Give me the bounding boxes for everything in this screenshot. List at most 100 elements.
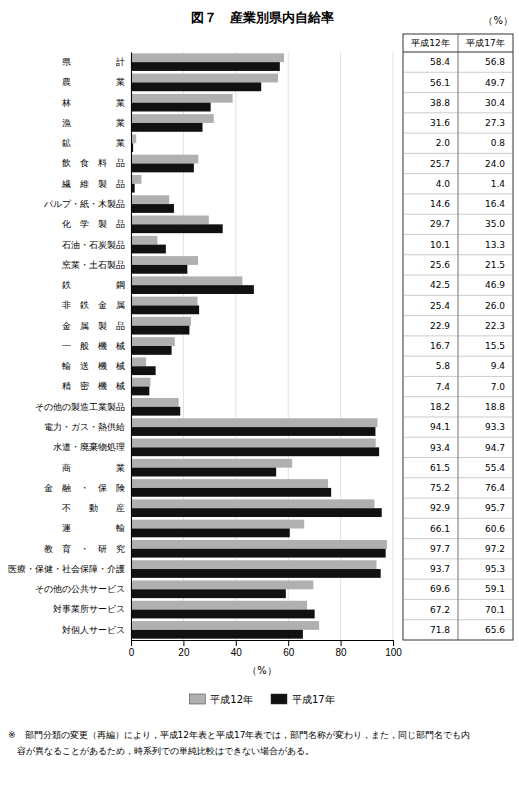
data-label: 1.4 bbox=[491, 179, 506, 189]
x-axis-title: （%） bbox=[247, 665, 277, 676]
data-label: 22.3 bbox=[485, 321, 505, 331]
data-label: 4.0 bbox=[436, 179, 451, 189]
bar bbox=[131, 407, 180, 416]
x-tick: 40 bbox=[231, 640, 243, 658]
bar bbox=[131, 326, 189, 335]
data-label: 13.3 bbox=[485, 240, 505, 250]
table-row-separator bbox=[403, 153, 513, 154]
table-row-separator bbox=[403, 173, 513, 174]
table-border bbox=[403, 34, 513, 640]
bar bbox=[131, 540, 387, 549]
bar bbox=[131, 317, 191, 326]
data-label: 93.3 bbox=[485, 422, 505, 432]
data-label: 16.4 bbox=[485, 199, 505, 209]
table-row-separator bbox=[403, 112, 513, 113]
x-tick-mark bbox=[236, 640, 237, 646]
table-row-separator bbox=[403, 558, 513, 559]
category-label: 運 輸 bbox=[62, 523, 125, 533]
value-table: 平成12年58.456.138.831.62.025.74.014.629.71… bbox=[403, 34, 513, 640]
data-label: 38.8 bbox=[430, 98, 450, 108]
data-label: 24.0 bbox=[485, 159, 505, 169]
data-label: 30.4 bbox=[485, 98, 505, 108]
table-row-separator bbox=[403, 619, 513, 620]
x-axis: 020406080100 bbox=[129, 640, 403, 658]
bar bbox=[131, 610, 315, 619]
bar bbox=[131, 62, 280, 71]
table-header: 平成12年 bbox=[411, 38, 449, 48]
category-label: 輸 送 機 械 bbox=[62, 361, 125, 371]
table-row-separator bbox=[403, 254, 513, 255]
data-label: 5.8 bbox=[436, 361, 451, 371]
table-header: 平成17年 bbox=[466, 38, 504, 48]
x-tick-label: 0 bbox=[129, 647, 135, 658]
data-label: 97.2 bbox=[485, 544, 505, 554]
y-tick: 非 鉄 金 属 bbox=[62, 300, 131, 310]
data-label: 25.7 bbox=[430, 159, 450, 169]
x-tick-label: 60 bbox=[283, 647, 295, 658]
table-row-separator bbox=[403, 396, 513, 397]
data-label: 65.6 bbox=[485, 625, 505, 635]
table-row-separator bbox=[403, 457, 513, 458]
data-label: 14.6 bbox=[430, 199, 450, 209]
data-label: 67.2 bbox=[430, 605, 450, 615]
category-label: 金 融 ・ 保 険 bbox=[44, 483, 125, 493]
table-row-separator bbox=[403, 72, 513, 73]
bar bbox=[131, 528, 290, 537]
category-label: 金 属 製 品 bbox=[62, 321, 125, 331]
category-label: 対事業所サービス bbox=[53, 604, 125, 614]
category-label: 一 般 機 械 bbox=[62, 341, 125, 351]
bar bbox=[131, 305, 199, 314]
y-tick: 輸 送 機 械 bbox=[62, 361, 131, 371]
x-tick-label: 20 bbox=[178, 647, 190, 658]
category-label: その他の公共サービス bbox=[35, 584, 125, 594]
y-tick: 鉄 鋼 bbox=[62, 280, 131, 290]
bar bbox=[131, 387, 149, 396]
legend: 平成12年平成17年 bbox=[189, 694, 334, 705]
bar bbox=[131, 256, 198, 265]
category-label: 商 業 bbox=[62, 463, 125, 473]
bar bbox=[131, 224, 223, 233]
data-label: 94.1 bbox=[430, 422, 450, 432]
table-row-separator bbox=[403, 416, 513, 417]
bar bbox=[131, 82, 261, 91]
data-label: 22.9 bbox=[430, 321, 450, 331]
data-label: 31.6 bbox=[430, 118, 450, 128]
title: 図７ 産業別県内自給率 bbox=[191, 10, 334, 25]
y-tick: 飲 食 料 品 bbox=[62, 158, 131, 168]
category-label: その他の製造工業製品 bbox=[35, 402, 125, 412]
data-label: 21.5 bbox=[485, 260, 505, 270]
bar bbox=[131, 74, 278, 83]
category-label: 水道・廃棄物処理 bbox=[53, 442, 125, 452]
bar bbox=[131, 508, 382, 517]
bar bbox=[131, 366, 156, 375]
data-label: 26.0 bbox=[485, 301, 505, 311]
bar bbox=[131, 488, 331, 497]
data-label: 58.4 bbox=[430, 57, 450, 67]
data-label: 42.5 bbox=[430, 280, 450, 290]
bar bbox=[131, 175, 141, 184]
y-tick: 運 輸 bbox=[62, 523, 131, 533]
y-tick: 鉱 業 bbox=[62, 138, 131, 148]
y-tick: 化 学 製 品 bbox=[62, 219, 131, 229]
category-label: 電力・ガス・熱供給 bbox=[44, 422, 125, 432]
bar bbox=[131, 53, 284, 62]
table-row-separator bbox=[403, 376, 513, 377]
y-tick: 教 育 ・ 研 究 bbox=[44, 544, 131, 554]
chart: 020406080100（%）県 計農 業林 業漁 業鉱 業飲 食 料 品繊 維… bbox=[0, 0, 519, 800]
legend-item: 平成17年 bbox=[271, 694, 335, 705]
data-label: 93.4 bbox=[430, 443, 450, 453]
y-tick: その他の公共サービス bbox=[35, 584, 131, 594]
table-row-separator bbox=[403, 335, 513, 336]
x-tick-label: 40 bbox=[231, 647, 243, 658]
bar bbox=[131, 204, 174, 213]
data-label: 92.9 bbox=[430, 503, 450, 513]
data-label: 97.7 bbox=[430, 544, 450, 554]
data-label: 35.0 bbox=[485, 219, 505, 229]
data-label: 0.8 bbox=[491, 138, 506, 148]
data-label: 95.7 bbox=[485, 503, 505, 513]
category-label: 農 業 bbox=[62, 77, 125, 87]
x-tick-mark bbox=[341, 640, 342, 646]
x-tick-label: 80 bbox=[336, 647, 348, 658]
table-row-separator bbox=[403, 133, 513, 134]
legend-swatch bbox=[271, 694, 287, 704]
